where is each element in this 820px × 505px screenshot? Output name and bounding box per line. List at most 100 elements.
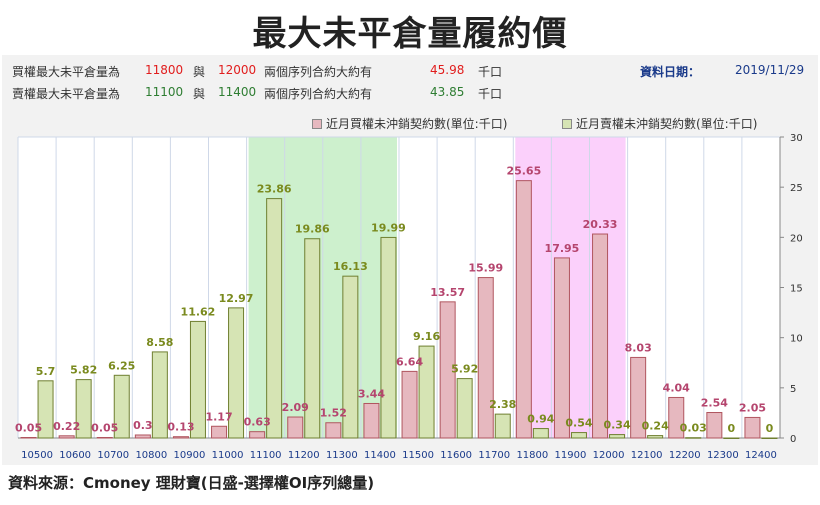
y-tick-label: 0	[790, 434, 796, 445]
x-tick-label: 10700	[97, 450, 129, 461]
put-data-label: 16.13	[333, 260, 368, 273]
call-max-label: 買權最大未平倉量為	[12, 65, 121, 79]
put-bar	[570, 432, 587, 439]
call-bar	[553, 257, 570, 439]
put-max-text: 兩個序列合約大約有	[264, 87, 373, 101]
put-bar	[685, 437, 702, 439]
put-data-label: 0.24	[642, 420, 669, 433]
x-tick-label: 12400	[745, 450, 777, 461]
call-data-label: 13.57	[430, 286, 465, 299]
x-tick-label: 12300	[707, 450, 739, 461]
put-data-label: 11.62	[181, 305, 216, 318]
put-max-amount: 43.85	[430, 85, 465, 99]
put-data-label: 19.86	[295, 223, 330, 236]
put-data-label: 23.86	[257, 183, 292, 196]
legend-call-label: 近月買權未沖銷契約數(單位:千口)	[326, 117, 508, 131]
put-bar	[723, 437, 740, 439]
call-data-label: 0.05	[91, 421, 118, 434]
call-data-label: 1.52	[320, 407, 347, 420]
x-tick-label: 11700	[478, 450, 510, 461]
put-bar	[37, 380, 54, 439]
put-data-label: 0.94	[527, 413, 554, 426]
call-bar	[515, 180, 532, 439]
call-max-sep: 與	[193, 65, 206, 79]
legend-call-swatch	[312, 118, 322, 129]
x-tick-label: 11300	[326, 450, 358, 461]
put-bar	[609, 434, 626, 439]
put-bar	[494, 413, 511, 439]
legend-put-swatch	[562, 118, 572, 129]
x-tick-label: 11500	[402, 450, 434, 461]
call-data-label: 4.04	[663, 381, 690, 394]
y-tick-label: 5	[790, 384, 796, 395]
legend-call: 近月買權未沖銷契約數(單位:千口)	[312, 115, 507, 132]
call-max-text: 兩個序列合約大約有	[264, 65, 373, 79]
call-bar	[20, 436, 37, 439]
x-tick-label: 10800	[135, 450, 167, 461]
chart-title: 最大未平倉量履約價	[252, 14, 568, 54]
put-data-label: 0.03	[680, 422, 707, 435]
call-data-label: 0.3	[133, 419, 153, 432]
call-bar	[96, 436, 113, 439]
call-max-strike-2: 12000	[218, 63, 257, 77]
x-tick-label: 10500	[21, 450, 53, 461]
call-bar	[477, 277, 494, 439]
put-bar	[228, 307, 245, 439]
put-bar	[342, 275, 359, 439]
y-tick-label: 15	[790, 284, 803, 295]
put-data-label: 0.54	[565, 417, 592, 430]
y-tick-label: 20	[790, 233, 803, 244]
y-tick-label: 30	[790, 133, 803, 144]
call-max-unit: 千口	[478, 65, 503, 79]
put-bar	[113, 374, 130, 439]
x-tick-label: 12000	[593, 450, 625, 461]
call-data-label: 2.09	[282, 401, 309, 414]
call-bar	[401, 370, 418, 439]
put-data-label: 6.25	[108, 359, 135, 372]
call-data-label: 0.63	[244, 416, 271, 429]
put-data-label: 19.99	[371, 221, 406, 234]
call-bar	[134, 434, 151, 439]
x-tick-label: 11000	[212, 450, 244, 461]
put-bar	[761, 437, 778, 439]
put-data-label: 2.38	[489, 398, 516, 411]
x-tick-label: 11100	[250, 450, 282, 461]
x-tick-label: 12200	[669, 450, 701, 461]
put-data-label: 9.16	[413, 330, 440, 343]
call-bar	[58, 435, 75, 439]
call-max-strike-1: 11800	[145, 63, 184, 77]
call-data-label: 1.17	[205, 410, 232, 423]
put-bar	[266, 198, 283, 439]
y-tick-label: 10	[790, 334, 803, 345]
source-note: 資料來源：Cmoney 理財寶(日盛-選擇權OI序列總量)	[8, 474, 375, 492]
call-bar	[630, 356, 647, 439]
date-value: 2019/11/29	[735, 63, 805, 77]
x-tick-label: 11400	[364, 450, 396, 461]
call-data-label: 15.99	[468, 262, 503, 275]
put-bar	[647, 435, 664, 439]
put-data-label: 5.82	[70, 364, 97, 377]
call-bar	[706, 412, 723, 439]
legend-put-label: 近月賣權未沖銷契約數(單位:千口)	[576, 117, 758, 131]
put-bar	[380, 236, 397, 439]
put-data-label: 8.58	[146, 336, 173, 349]
x-tick-label: 12100	[631, 450, 663, 461]
call-bar	[325, 422, 342, 439]
put-bar	[75, 379, 92, 439]
call-data-label: 0.13	[167, 421, 194, 434]
call-data-label: 2.54	[701, 397, 728, 410]
put-data-label: 5.7	[36, 365, 56, 378]
call-bar	[287, 416, 304, 439]
put-bar	[189, 320, 206, 439]
call-bar	[592, 233, 609, 439]
call-bar	[211, 425, 228, 439]
call-data-label: 0.22	[53, 420, 80, 433]
legend-put: 近月賣權未沖銷契約數(單位:千口)	[562, 115, 757, 132]
put-max-label: 賣權最大未平倉量為	[12, 87, 121, 101]
call-bar	[744, 416, 761, 439]
put-data-label: 5.92	[451, 363, 478, 376]
call-data-label: 2.05	[739, 401, 766, 414]
call-bar	[439, 301, 456, 439]
call-bar	[668, 396, 685, 439]
date-label: 資料日期：	[640, 65, 701, 79]
